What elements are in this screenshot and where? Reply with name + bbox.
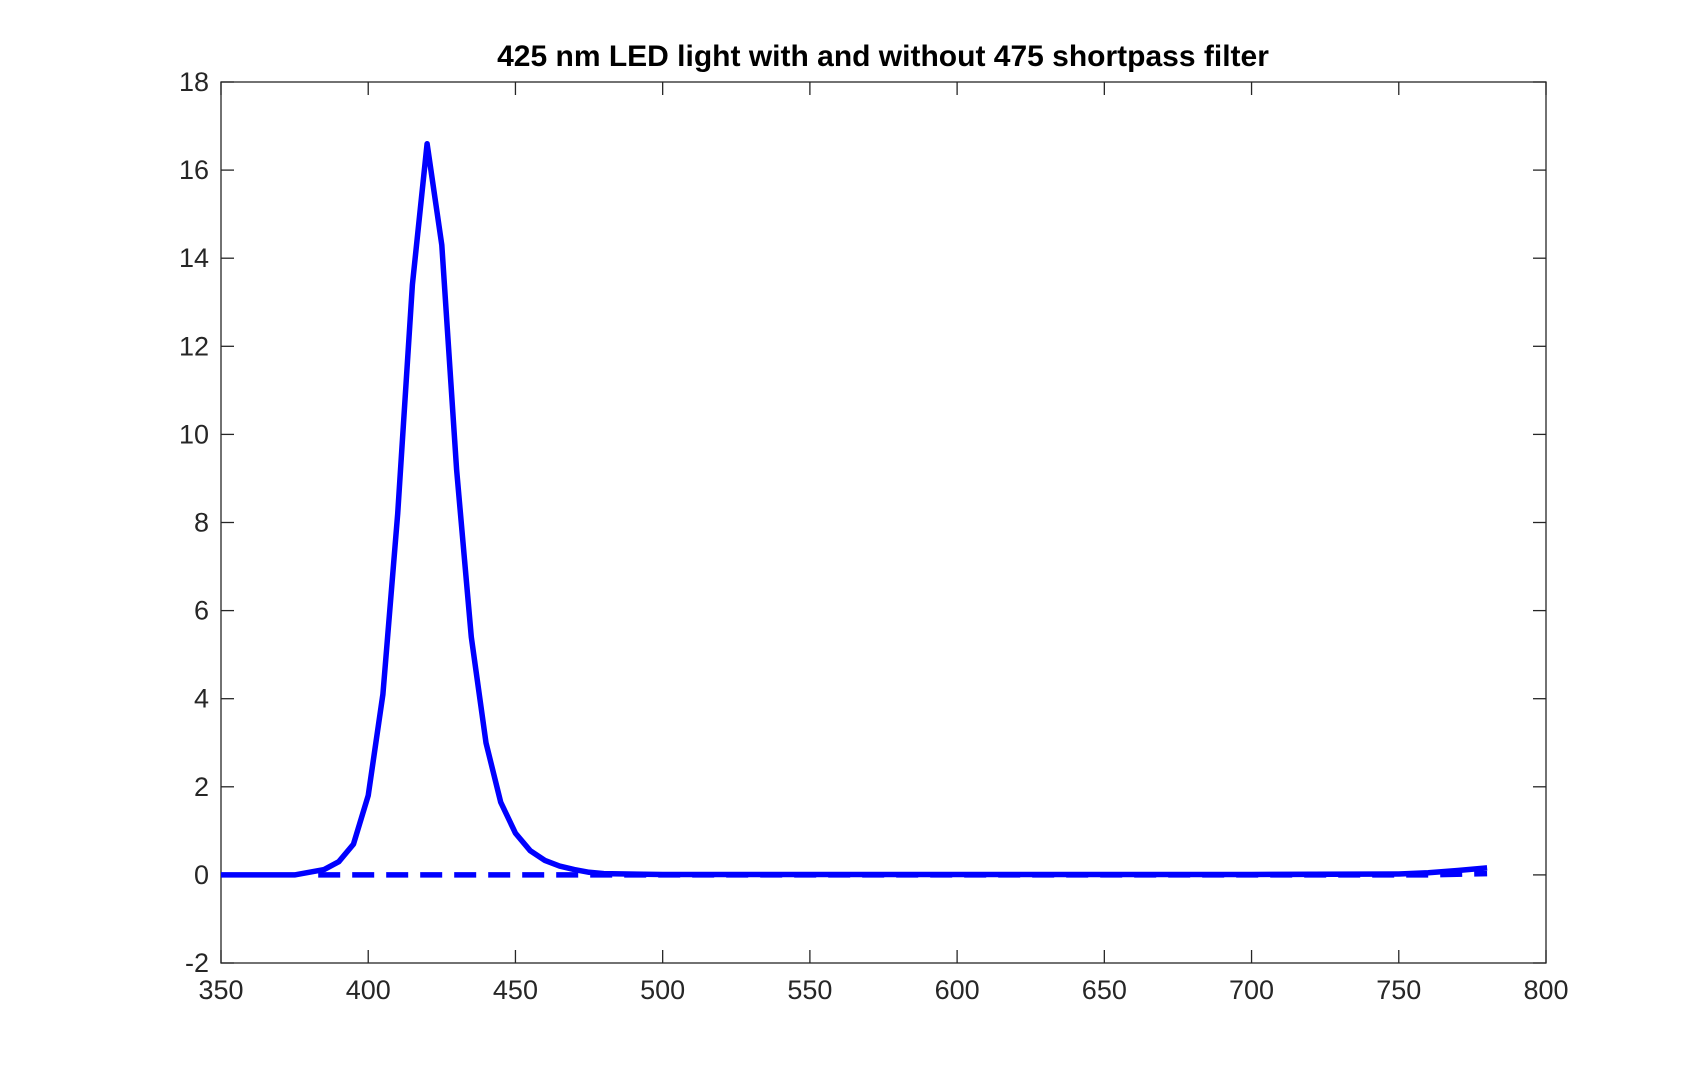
x-tick-label: 800 [1523,975,1568,1005]
series-line-solid [221,140,1488,878]
y-tick-label: 2 [194,772,209,802]
x-tick-label: 450 [493,975,538,1005]
x-tick-label: 400 [346,975,391,1005]
y-tick-label: 6 [194,596,209,626]
y-tick-label: 12 [179,331,209,361]
y-tick-label: 10 [179,419,209,449]
series-line-dashed [318,870,1488,878]
x-tick-label: 650 [1082,975,1127,1005]
x-tick-label: 700 [1229,975,1274,1005]
plot-area: 350 400 450 500 550 600 650 700 750 800 -2 0 2 4 6 8 10 1… [179,67,1569,1005]
x-tick-label: 350 [198,975,243,1005]
y-tick-label: 14 [179,243,209,273]
y-tick-label: 4 [194,684,209,714]
y-tick-label: 18 [179,67,209,97]
y-tick-label: 8 [194,508,209,538]
x-tick-label: 550 [787,975,832,1005]
x-tick-label: 600 [935,975,980,1005]
y-tick-label: 0 [194,860,209,890]
y-tick-label: -2 [185,948,209,978]
x-tick-label: 500 [640,975,685,1005]
y-tick-label: 16 [179,155,209,185]
x-tick-label: 750 [1376,975,1421,1005]
chart-title: 425 nm LED light with and without 475 sh… [497,40,1269,73]
